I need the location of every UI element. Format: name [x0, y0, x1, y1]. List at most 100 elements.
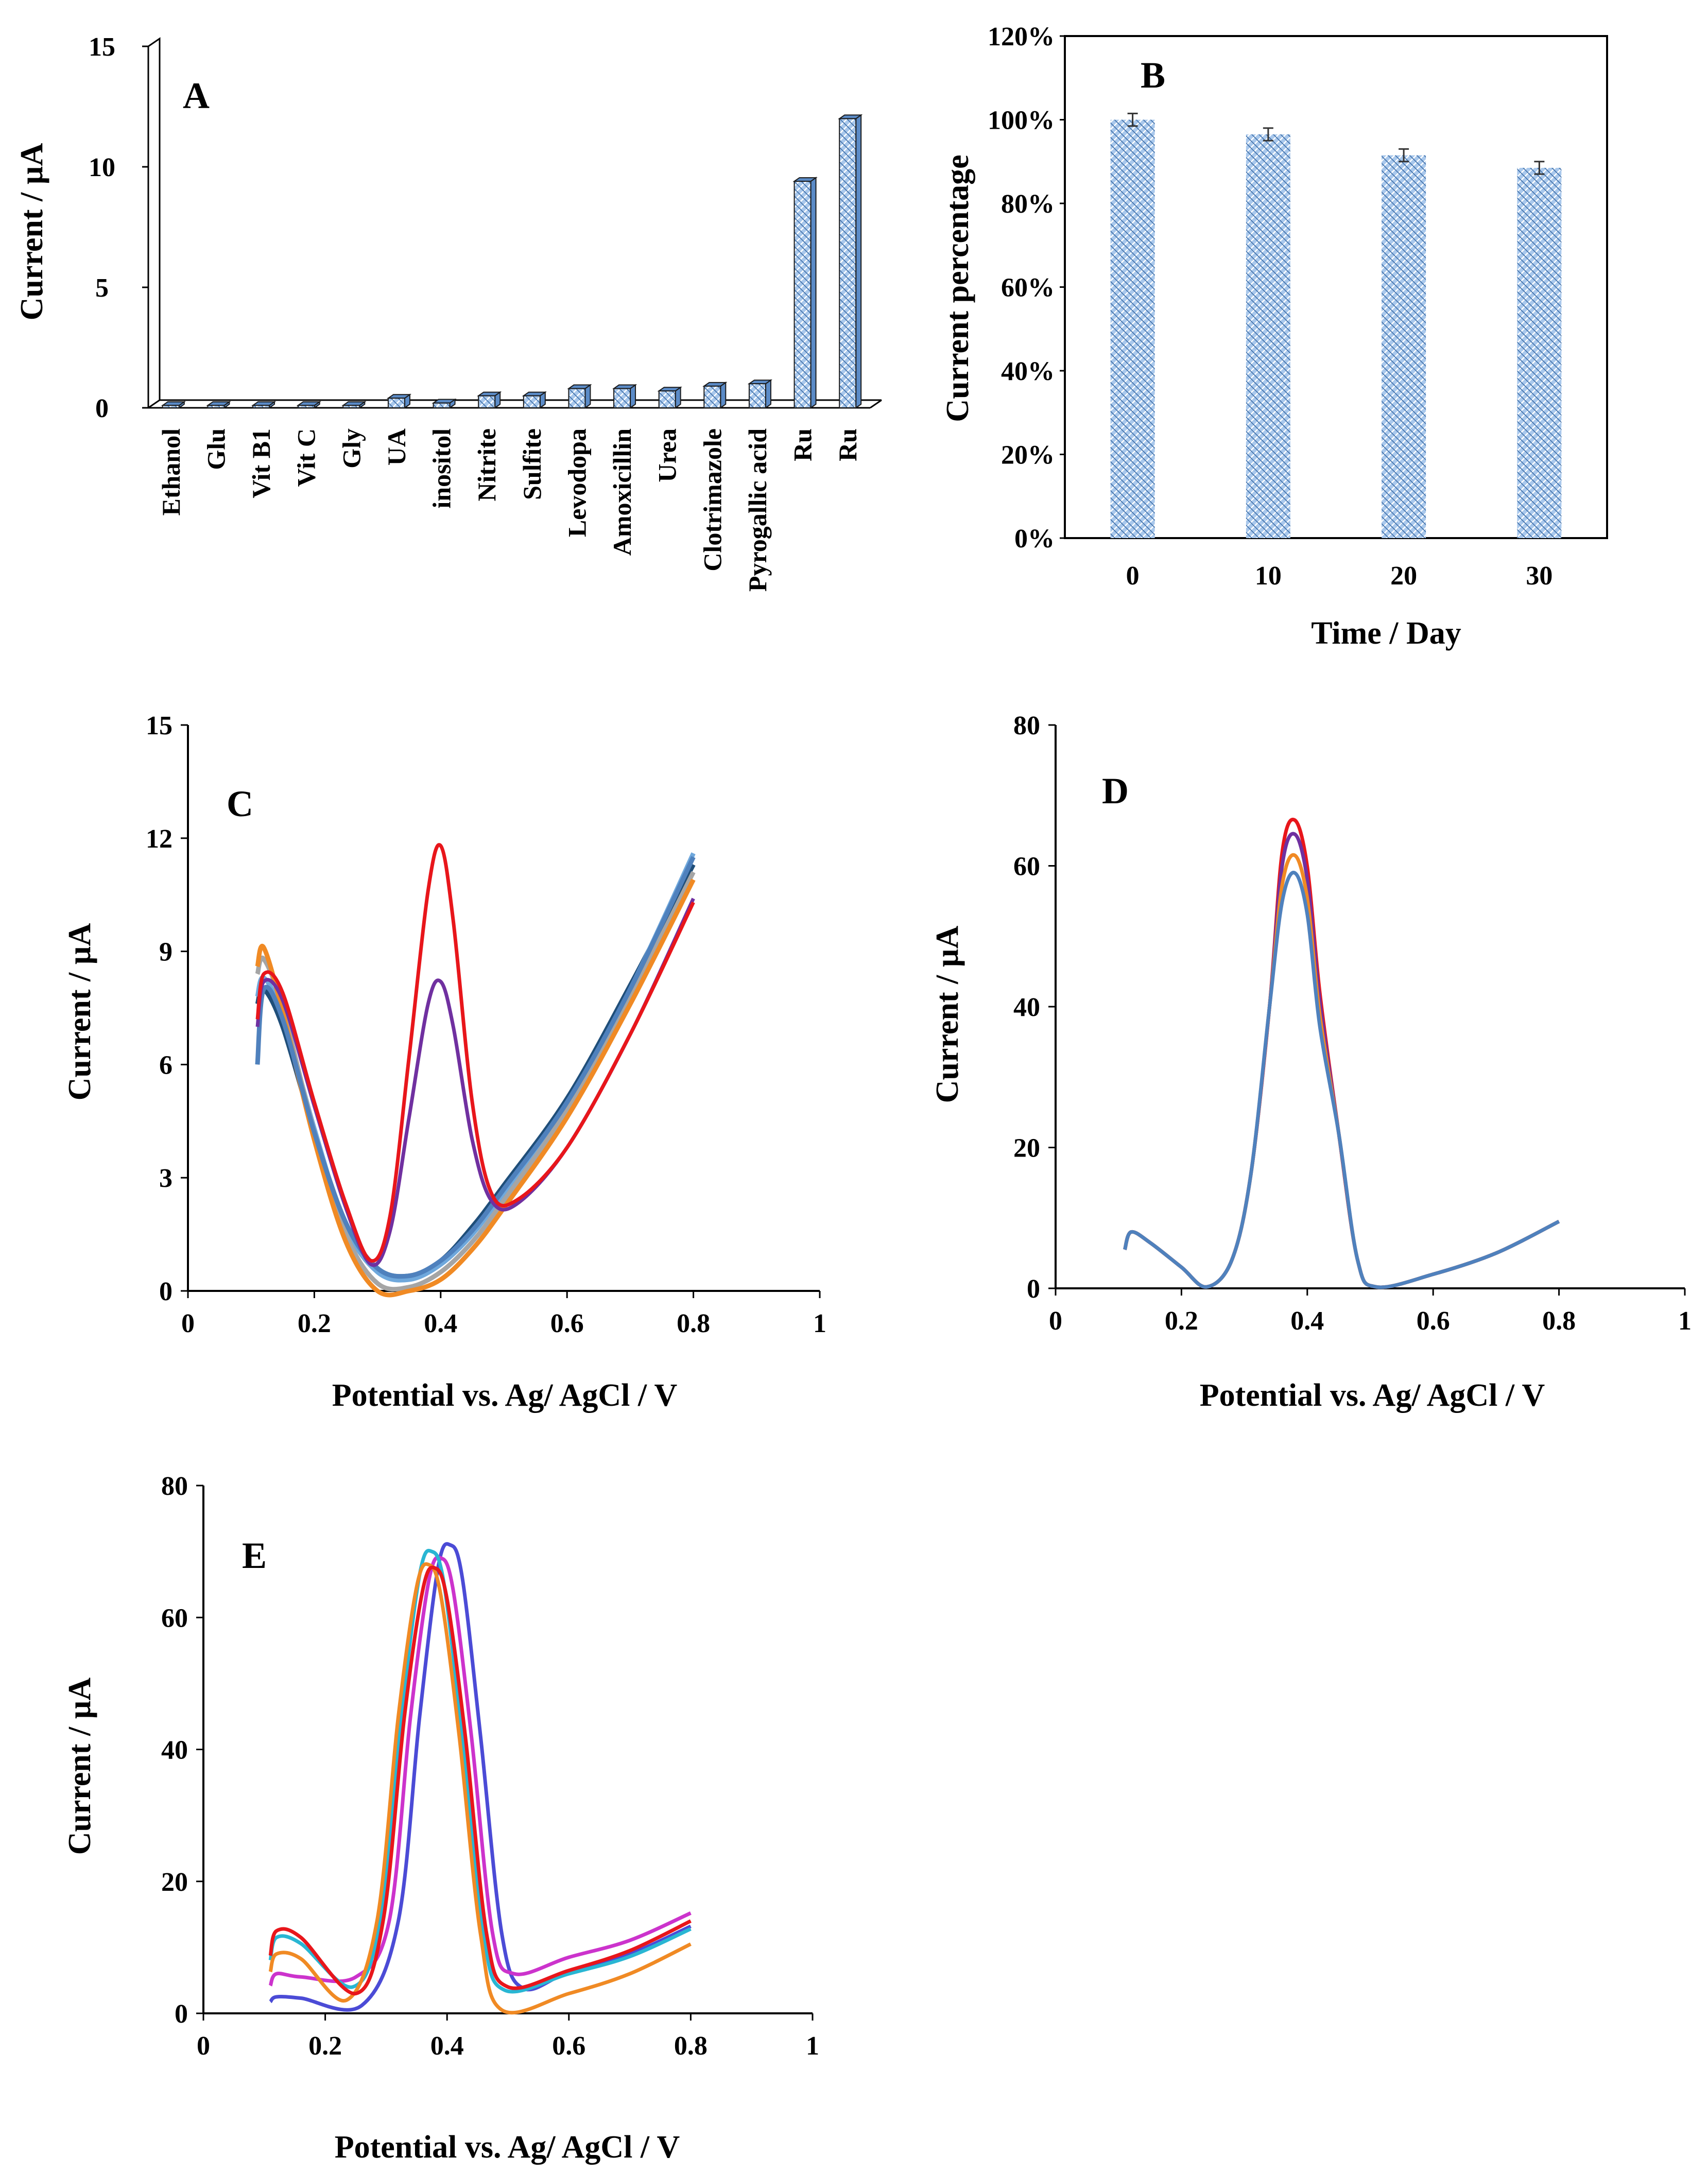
panel-d-letter: D	[1102, 770, 1129, 812]
panel-e-letter: E	[242, 1535, 267, 1576]
panel-a-category-label: UA	[382, 428, 411, 465]
panel-d-y-tick-label: 40	[1013, 993, 1040, 1022]
panel-d-axes: 0 0.2 0.4 0.6 0.8 1 0 20 40 60 80	[1013, 711, 1692, 1336]
panel-a-category-label: Nitrite	[472, 428, 501, 502]
panel-e-x-tick-label: 0.2	[308, 2031, 342, 2061]
panel-d-x-axis-label: Potential vs. Ag/ AgCl / V	[1200, 1378, 1545, 1413]
panel-a-y-tick-label: 15	[89, 32, 115, 62]
panel-d-series-orange	[1123, 853, 1560, 1289]
panel-c-x-tick-label: 0.6	[550, 1309, 584, 1338]
panel-b-bars	[1110, 112, 1562, 538]
panel-a-bar	[658, 390, 676, 408]
panel-e-x-tick-label: 0.4	[430, 2031, 464, 2061]
panel-c-y-tick-label: 15	[146, 711, 172, 740]
panel-a-y-tick-label: 5	[95, 273, 109, 303]
panel-e-y-tick-label: 20	[161, 1868, 188, 1897]
panel-a-bar	[433, 402, 451, 409]
panel-c-y-tick-label: 12	[146, 824, 172, 854]
panel-a-category-label: Gly	[337, 428, 366, 469]
panel-a-category-label: Ru	[788, 428, 817, 461]
panel-c-series-navy	[255, 864, 696, 1279]
panel-c-x-tick-label: 1	[813, 1309, 826, 1338]
panel-a-bar-side	[810, 177, 817, 409]
panel-d: 0 0.2 0.4 0.6 0.8 1 0 20 40 60 80 D Current / µA P…	[930, 711, 1692, 1413]
panel-b-y-tick-label: 40%	[1001, 357, 1055, 386]
panel-b-bar	[1246, 134, 1290, 538]
panel-a-bar-side	[765, 379, 771, 409]
panel-a-bar	[793, 181, 812, 408]
panel-b-x-tick-label: 20	[1390, 561, 1417, 591]
panel-d-y-tick-label: 0	[1027, 1274, 1040, 1304]
panel-d-series-blue	[1123, 871, 1560, 1289]
panel-a-category-label: Amoxicillin	[608, 428, 636, 556]
panel-d-y-axis-label: Current / µA	[930, 926, 965, 1103]
panel-b-bar	[1382, 155, 1426, 538]
panel-a-y-tick-label: 10	[89, 153, 115, 182]
panel-e-x-tick-label: 0	[197, 2031, 210, 2061]
panel-d-series-red	[1123, 818, 1560, 1289]
panel-d-x-tick-label: 0.8	[1542, 1306, 1576, 1336]
panel-e-x-axis-label: Potential vs. Ag/ AgCl / V	[335, 2130, 680, 2165]
panel-a-bar	[613, 388, 631, 408]
panel-e-series-red	[268, 1565, 692, 1996]
panel-a-category-label: Pyrogallic acid	[743, 428, 772, 592]
panel-b-y-tick-label: 20%	[1001, 441, 1055, 470]
panel-a-bar	[568, 388, 586, 408]
panel-d-y-tick-label: 80	[1013, 711, 1040, 740]
panel-e-x-tick-label: 1	[806, 2031, 819, 2061]
panel-c-series-red	[255, 843, 695, 1263]
panel-c-y-tick-label: 6	[159, 1050, 172, 1080]
panel-a-frame	[147, 37, 882, 409]
panel-c-y-tick-label: 0	[159, 1277, 172, 1306]
panel-a-bar-side	[720, 381, 727, 409]
panel-a-category-label: Clotrimazole	[698, 428, 727, 572]
panel-c-x-axis-label: Potential vs. Ag/ AgCl / V	[332, 1378, 678, 1413]
panel-b-x-tick-label: 0	[1126, 561, 1140, 591]
panel-c-series-lightblue	[255, 852, 696, 1283]
panel-a-bar	[252, 405, 270, 409]
panel-a-category-labels: Ethanol Glu Vit B1 Vit C Gly UA inositol Nitrit…	[157, 428, 862, 592]
panel-b-bar	[1517, 167, 1562, 538]
panel-e-series	[268, 1542, 692, 2015]
panel-a-category-label: Urea	[653, 428, 682, 482]
panel-a-bar	[523, 395, 541, 408]
panel-b-y-ticks: 0% 20% 40% 60% 80% 100% 120%	[988, 22, 1065, 554]
panel-c-x-tick-label: 0.4	[424, 1309, 457, 1338]
panel-e-y-axis-label: Current / µA	[62, 1678, 97, 1855]
panel-d-y-tick-label: 60	[1013, 852, 1040, 882]
panel-a-bar	[839, 118, 857, 408]
panel-a-bar-side	[855, 114, 862, 409]
panel-a-bar	[297, 405, 315, 409]
panel-b-x-tick-label: 30	[1526, 561, 1552, 591]
panel-a-floor-edge-right	[870, 399, 882, 409]
panel-d-x-tick-label: 0.6	[1417, 1306, 1450, 1336]
panel-b-y-tick-label: 120%	[988, 22, 1055, 51]
panel-a-letter: A	[183, 75, 210, 116]
panel-d-x-tick-label: 0	[1049, 1306, 1062, 1336]
panel-c-y-axis-label: Current / µA	[62, 923, 97, 1101]
panel-e-y-tick-label: 60	[161, 1603, 188, 1633]
panel-a-bar	[342, 405, 360, 409]
panel-d-y-tick-label: 20	[1013, 1134, 1040, 1163]
panel-b-y-tick-label: 60%	[1001, 273, 1055, 303]
panel-e-x-tick-label: 0.8	[674, 2031, 708, 2061]
panel-e-series-cyan	[268, 1548, 692, 1994]
panel-e-x-tick-label: 0.6	[552, 2031, 585, 2061]
panel-b-x-ticks: 0 10 20 30	[1126, 561, 1553, 591]
panel-a-category-label: Glu	[201, 428, 230, 470]
panel-c-y-tick-label: 9	[159, 938, 172, 967]
panel-a-bar	[748, 383, 766, 409]
panel-b-y-tick-label: 100%	[988, 106, 1055, 135]
panel-a-category-label: Ethanol	[157, 428, 185, 516]
panel-a-category-label: Sulfite	[517, 428, 546, 500]
panel-d-series-purple	[1123, 832, 1560, 1289]
panel-a-category-label: Vit B1	[247, 428, 275, 498]
panel-a-y-axis-label: Current / µA	[14, 143, 49, 321]
panel-c-axes: 0 0.2 0.4 0.6 0.8 1 0 3 6 9 12 15	[146, 711, 826, 1338]
panel-a-y-ticks: 0 5 10 15	[89, 32, 148, 423]
panel-e-y-tick-label: 0	[175, 1999, 188, 2029]
panel-a-category-label: Ru	[833, 428, 862, 461]
panel-b-y-axis-label: Current percentage	[940, 154, 975, 422]
panel-c-x-tick-label: 0.8	[677, 1309, 710, 1338]
